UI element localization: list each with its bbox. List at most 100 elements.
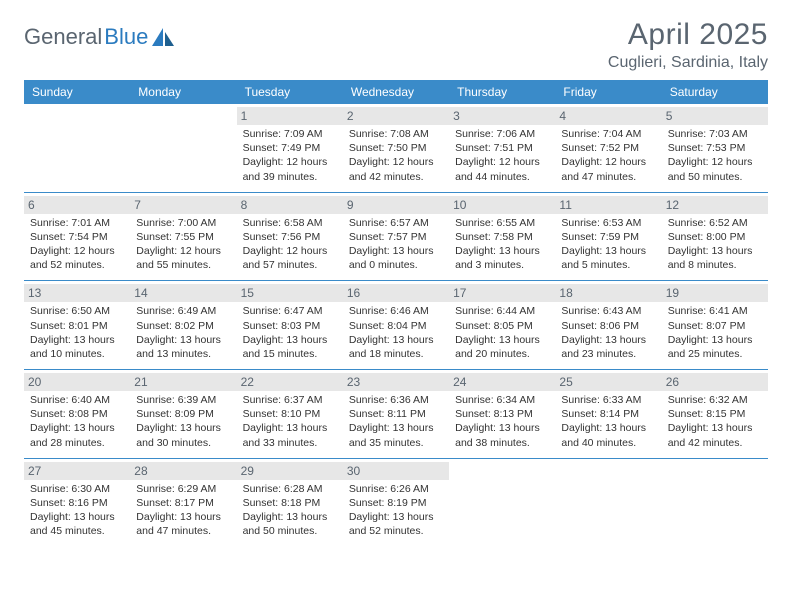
weekday-header: Monday xyxy=(130,80,236,104)
calendar-day-cell: 14 Sunrise: 6:49 AMSunset: 8:02 PMDayligh… xyxy=(130,281,236,370)
logo: GeneralBlue xyxy=(24,24,174,50)
weekday-header: Thursday xyxy=(449,80,555,104)
day-details: Sunrise: 7:06 AMSunset: 7:51 PMDaylight:… xyxy=(455,127,549,184)
calendar-day-cell: 13 Sunrise: 6:50 AMSunset: 8:01 PMDayligh… xyxy=(24,281,130,370)
day-number: 3 xyxy=(449,107,555,125)
day-number: 7 xyxy=(130,196,236,214)
calendar-day-cell: 2 Sunrise: 7:08 AMSunset: 7:50 PMDaylight… xyxy=(343,104,449,192)
calendar-day-cell: 29 Sunrise: 6:28 AMSunset: 8:18 PMDayligh… xyxy=(237,458,343,546)
day-number: 5 xyxy=(662,107,768,125)
day-number: 12 xyxy=(662,196,768,214)
calendar-day-cell: 21 Sunrise: 6:39 AMSunset: 8:09 PMDayligh… xyxy=(130,370,236,459)
calendar-day-cell: 24Sunrise: 6:34 AMSunset: 8:13 PMDayligh… xyxy=(449,370,555,459)
day-number: 13 xyxy=(24,284,130,302)
day-details: Sunrise: 7:09 AMSunset: 7:49 PMDaylight:… xyxy=(243,127,337,184)
calendar-day-cell: 16 Sunrise: 6:46 AMSunset: 8:04 PMDayligh… xyxy=(343,281,449,370)
calendar-day-cell xyxy=(662,458,768,546)
calendar-week-row: 27 Sunrise: 6:30 AMSunset: 8:16 PMDayligh… xyxy=(24,458,768,546)
calendar-day-cell: 15Sunrise: 6:47 AMSunset: 8:03 PMDayligh… xyxy=(237,281,343,370)
calendar-day-cell: 22Sunrise: 6:37 AMSunset: 8:10 PMDayligh… xyxy=(237,370,343,459)
day-number: 14 xyxy=(130,284,236,302)
page-header: GeneralBlue April 2025 Cuglieri, Sardini… xyxy=(24,18,768,72)
day-number: 22 xyxy=(237,373,343,391)
day-details: Sunrise: 6:36 AMSunset: 8:11 PMDaylight:… xyxy=(349,393,443,450)
day-details: Sunrise: 6:26 AMSunset: 8:19 PMDaylight:… xyxy=(349,482,443,539)
day-details: Sunrise: 6:44 AMSunset: 8:05 PMDaylight:… xyxy=(455,304,549,361)
day-number: 17 xyxy=(449,284,555,302)
day-number: 10 xyxy=(449,196,555,214)
day-details: Sunrise: 6:50 AMSunset: 8:01 PMDaylight:… xyxy=(30,304,124,361)
day-details: Sunrise: 6:47 AMSunset: 8:03 PMDaylight:… xyxy=(243,304,337,361)
day-number: 26 xyxy=(662,373,768,391)
calendar-day-cell: 27 Sunrise: 6:30 AMSunset: 8:16 PMDayligh… xyxy=(24,458,130,546)
day-details: Sunrise: 6:40 AMSunset: 8:08 PMDaylight:… xyxy=(30,393,124,450)
calendar-week-row: 20 Sunrise: 6:40 AMSunset: 8:08 PMDayligh… xyxy=(24,370,768,459)
day-number: 16 xyxy=(343,284,449,302)
calendar-day-cell: 17 Sunrise: 6:44 AMSunset: 8:05 PMDayligh… xyxy=(449,281,555,370)
day-number: 9 xyxy=(343,196,449,214)
calendar-day-cell: 12 Sunrise: 6:52 AMSunset: 8:00 PMDayligh… xyxy=(662,192,768,281)
day-details: Sunrise: 7:01 AMSunset: 7:54 PMDaylight:… xyxy=(30,216,124,273)
day-details: Sunrise: 7:03 AMSunset: 7:53 PMDaylight:… xyxy=(668,127,762,184)
day-number: 11 xyxy=(555,196,661,214)
weekday-header: Tuesday xyxy=(237,80,343,104)
calendar-day-cell xyxy=(24,104,130,192)
day-details: Sunrise: 6:52 AMSunset: 8:00 PMDaylight:… xyxy=(668,216,762,273)
calendar-day-cell xyxy=(449,458,555,546)
calendar-header-row: SundayMondayTuesdayWednesdayThursdayFrid… xyxy=(24,80,768,104)
calendar-day-cell xyxy=(555,458,661,546)
weekday-header: Sunday xyxy=(24,80,130,104)
calendar-day-cell: 6Sunrise: 7:01 AMSunset: 7:54 PMDaylight… xyxy=(24,192,130,281)
day-number: 28 xyxy=(130,462,236,480)
day-details: Sunrise: 7:04 AMSunset: 7:52 PMDaylight:… xyxy=(561,127,655,184)
day-details: Sunrise: 6:43 AMSunset: 8:06 PMDaylight:… xyxy=(561,304,655,361)
day-number: 25 xyxy=(555,373,661,391)
month-title: April 2025 xyxy=(608,18,768,52)
day-details: Sunrise: 6:55 AMSunset: 7:58 PMDaylight:… xyxy=(455,216,549,273)
calendar-week-row: 13 Sunrise: 6:50 AMSunset: 8:01 PMDayligh… xyxy=(24,281,768,370)
day-number: 19 xyxy=(662,284,768,302)
day-details: Sunrise: 6:41 AMSunset: 8:07 PMDaylight:… xyxy=(668,304,762,361)
day-details: Sunrise: 6:49 AMSunset: 8:02 PMDaylight:… xyxy=(136,304,230,361)
day-details: Sunrise: 7:00 AMSunset: 7:55 PMDaylight:… xyxy=(136,216,230,273)
logo-text-2: Blue xyxy=(104,24,148,50)
logo-sail-icon xyxy=(152,28,174,46)
day-details: Sunrise: 6:46 AMSunset: 8:04 PMDaylight:… xyxy=(349,304,443,361)
day-number: 30 xyxy=(343,462,449,480)
day-details: Sunrise: 6:33 AMSunset: 8:14 PMDaylight:… xyxy=(561,393,655,450)
calendar-day-cell: 20 Sunrise: 6:40 AMSunset: 8:08 PMDayligh… xyxy=(24,370,130,459)
day-details: Sunrise: 6:32 AMSunset: 8:15 PMDaylight:… xyxy=(668,393,762,450)
weekday-header: Wednesday xyxy=(343,80,449,104)
day-number: 1 xyxy=(237,107,343,125)
calendar-day-cell: 7 Sunrise: 7:00 AMSunset: 7:55 PMDaylight… xyxy=(130,192,236,281)
calendar-day-cell: 11 Sunrise: 6:53 AMSunset: 7:59 PMDayligh… xyxy=(555,192,661,281)
day-details: Sunrise: 6:28 AMSunset: 8:18 PMDaylight:… xyxy=(243,482,337,539)
calendar-day-cell: 28Sunrise: 6:29 AMSunset: 8:17 PMDayligh… xyxy=(130,458,236,546)
day-number: 8 xyxy=(237,196,343,214)
calendar-table: SundayMondayTuesdayWednesdayThursdayFrid… xyxy=(24,80,768,546)
day-number: 29 xyxy=(237,462,343,480)
day-number: 27 xyxy=(24,462,130,480)
calendar-body: 1 Sunrise: 7:09 AMSunset: 7:49 PMDaylight… xyxy=(24,104,768,546)
weekday-header: Saturday xyxy=(662,80,768,104)
day-number: 20 xyxy=(24,373,130,391)
day-details: Sunrise: 6:53 AMSunset: 7:59 PMDaylight:… xyxy=(561,216,655,273)
day-number: 21 xyxy=(130,373,236,391)
calendar-week-row: 1 Sunrise: 7:09 AMSunset: 7:49 PMDaylight… xyxy=(24,104,768,192)
day-details: Sunrise: 6:30 AMSunset: 8:16 PMDaylight:… xyxy=(30,482,124,539)
day-number: 18 xyxy=(555,284,661,302)
calendar-day-cell xyxy=(130,104,236,192)
calendar-day-cell: 3 Sunrise: 7:06 AMSunset: 7:51 PMDaylight… xyxy=(449,104,555,192)
day-details: Sunrise: 6:58 AMSunset: 7:56 PMDaylight:… xyxy=(243,216,337,273)
calendar-day-cell: 9Sunrise: 6:57 AMSunset: 7:57 PMDaylight… xyxy=(343,192,449,281)
day-details: Sunrise: 7:08 AMSunset: 7:50 PMDaylight:… xyxy=(349,127,443,184)
calendar-day-cell: 4Sunrise: 7:04 AMSunset: 7:52 PMDaylight… xyxy=(555,104,661,192)
day-number: 2 xyxy=(343,107,449,125)
day-details: Sunrise: 6:39 AMSunset: 8:09 PMDaylight:… xyxy=(136,393,230,450)
weekday-header: Friday xyxy=(555,80,661,104)
calendar-day-cell: 23Sunrise: 6:36 AMSunset: 8:11 PMDayligh… xyxy=(343,370,449,459)
calendar-page: GeneralBlue April 2025 Cuglieri, Sardini… xyxy=(0,0,792,546)
calendar-day-cell: 30 Sunrise: 6:26 AMSunset: 8:19 PMDayligh… xyxy=(343,458,449,546)
calendar-day-cell: 1 Sunrise: 7:09 AMSunset: 7:49 PMDaylight… xyxy=(237,104,343,192)
logo-text-1: General xyxy=(24,24,102,50)
